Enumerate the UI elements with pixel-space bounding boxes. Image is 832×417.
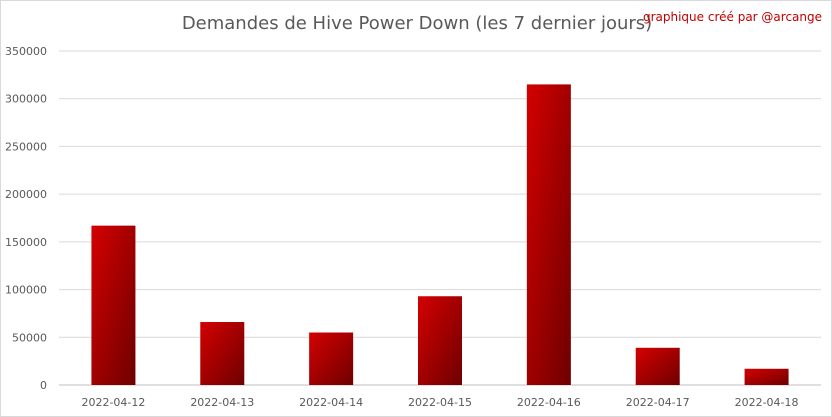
- x-tick-label: 2022-04-16: [517, 396, 581, 409]
- chart-credit: graphique créé par @arcange: [643, 10, 822, 24]
- bar-2022-04-13: [200, 322, 245, 385]
- x-tick-label: 2022-04-18: [735, 396, 799, 409]
- y-axis-ticks: 0 50000 100000 150000 200000 250000 300000 3500…: [5, 45, 47, 392]
- chart-title: Demandes de Hive Power Down (les 7 derni…: [182, 13, 652, 34]
- y-tick-label: 0: [40, 379, 47, 392]
- bar-2022-04-15: [418, 296, 462, 385]
- grid-lines: [59, 50, 821, 386]
- y-tick-label: 200000: [5, 188, 47, 201]
- y-tick-label: 50000: [12, 331, 47, 344]
- y-tick-label: 250000: [5, 140, 47, 153]
- x-tick-label: 2022-04-17: [626, 396, 690, 409]
- y-tick-label: 150000: [5, 236, 47, 249]
- y-tick-label: 350000: [5, 45, 47, 58]
- x-tick-label: 2022-04-14: [299, 396, 363, 409]
- bars: [91, 84, 789, 386]
- x-tick-label: 2022-04-13: [190, 396, 254, 409]
- bar-2022-04-18: [744, 368, 789, 385]
- x-tick-label: 2022-04-15: [408, 396, 472, 409]
- bar-2022-04-14: [309, 332, 354, 385]
- x-axis-ticks: 2022-04-12 2022-04-13 2022-04-14 2022-04-15…: [81, 396, 798, 409]
- bar-2022-04-17: [635, 347, 680, 385]
- y-tick-label: 300000: [5, 93, 47, 106]
- x-tick-label: 2022-04-12: [81, 396, 145, 409]
- bar-2022-04-16: [526, 84, 571, 386]
- bar-2022-04-12: [91, 225, 136, 385]
- y-tick-label: 100000: [5, 284, 47, 297]
